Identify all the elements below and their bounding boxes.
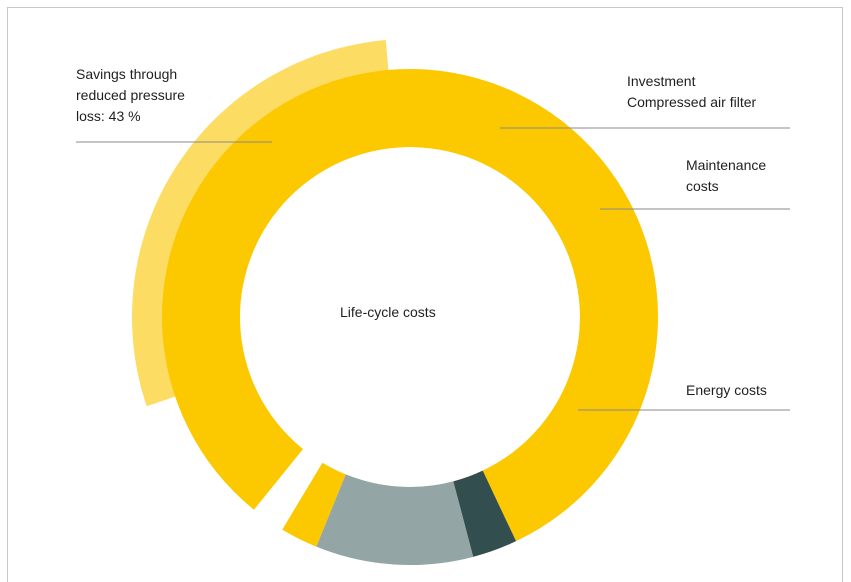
center-label: Life-cycle costs [340, 304, 436, 320]
chart-frame [7, 7, 843, 582]
investment-label: Investment Compressed air filter [627, 73, 757, 110]
slice-2 [316, 474, 474, 565]
slice-0 [162, 68, 658, 542]
maintenance-label: Maintenance costs [686, 157, 767, 194]
slice-1 [453, 470, 517, 557]
savings-label: Savings through reduced pressure loss: 4… [76, 66, 185, 124]
energy-label: Energy costs [686, 382, 767, 398]
slice-3 [282, 462, 346, 547]
